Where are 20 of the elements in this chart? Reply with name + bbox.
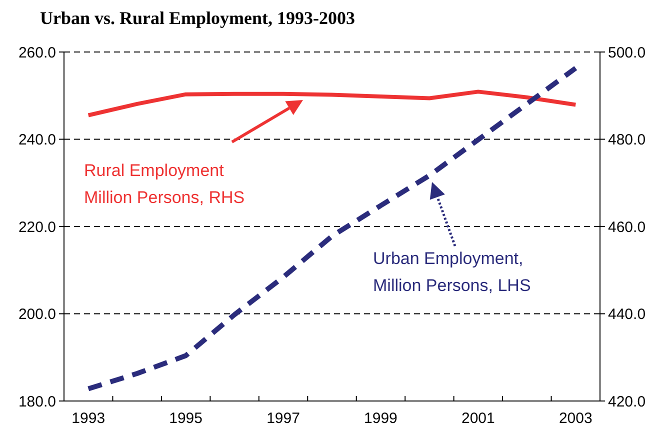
y-tick-label: 180.0 bbox=[18, 393, 56, 410]
line-series bbox=[86, 90, 578, 118]
x-tick-label: 1993 bbox=[72, 410, 106, 427]
x-tick-label: 1999 bbox=[364, 410, 398, 427]
series-label: Urban Employment, Million Persons, LHS bbox=[373, 249, 531, 295]
y-tick-label: 260.0 bbox=[18, 44, 56, 62]
x-tick-label: 2003 bbox=[558, 410, 592, 427]
y2-tick-label: 500.0 bbox=[608, 44, 646, 62]
x-tick-label: 1995 bbox=[169, 410, 203, 427]
y2-tick-label: 480.0 bbox=[608, 132, 646, 148]
y2-tick-label: 440.0 bbox=[608, 306, 646, 323]
legend-label: Rural Employment Million Persons, RHS bbox=[84, 161, 245, 207]
y2-tick-label: 420.0 bbox=[608, 393, 646, 410]
y-tick-label: 200.0 bbox=[18, 306, 56, 323]
x-tick-label: 1997 bbox=[266, 410, 300, 427]
y-tick-label: 240.0 bbox=[18, 132, 56, 148]
chart-title: Urban vs. Rural Employment, 1993-2003 bbox=[40, 8, 356, 28]
x-tick-label: 2001 bbox=[461, 410, 495, 427]
y2-tick-label: 460.0 bbox=[608, 218, 646, 236]
y-tick-label: 220.0 bbox=[18, 218, 56, 236]
